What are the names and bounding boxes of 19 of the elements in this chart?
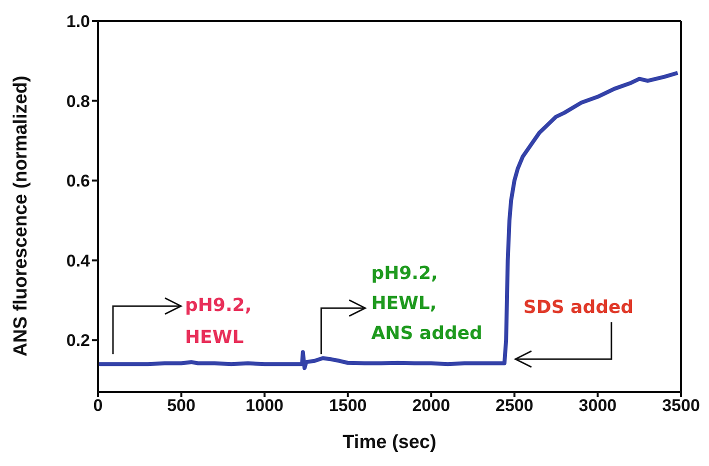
line-series	[98, 70, 680, 370]
annotation: pH9.2, HEWL, ANS added	[371, 263, 482, 344]
y-tick-label: 0.2	[66, 331, 90, 350]
x-tick-label: 1000	[246, 396, 284, 416]
x-tick-label: 1500	[328, 396, 367, 416]
x-tick-label: 0	[93, 396, 103, 416]
y-axis-title: ANS fluorescence (normalized)	[10, 76, 32, 356]
x-axis-title: Time (sec)	[342, 432, 436, 453]
y-tick-label: 0.8	[66, 92, 90, 111]
x-tick-label: 2500	[496, 396, 534, 416]
y-tick-label: 0.6	[66, 172, 90, 191]
annotation: SDS added	[523, 297, 634, 318]
annotation: pH9.2, HEWL	[184, 295, 252, 348]
x-tick-label: 3000	[578, 396, 617, 416]
x-tick-label: 500	[167, 396, 196, 416]
y-tick-label: 0.4	[66, 251, 91, 270]
x-tick-label: 2000	[412, 396, 450, 416]
y-tick-label: 1.0	[66, 12, 90, 32]
x-tick-label: 3500	[662, 396, 700, 416]
